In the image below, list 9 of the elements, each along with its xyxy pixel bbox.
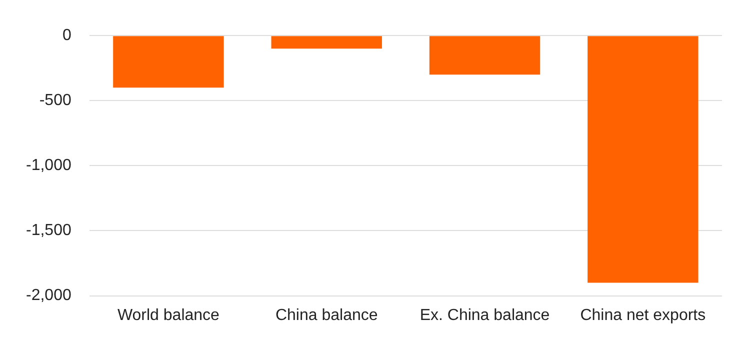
x-tick-label: China balance	[275, 306, 378, 324]
x-tick-label: Ex. China balance	[420, 306, 550, 324]
y-tick-label: -1,000	[26, 157, 72, 174]
y-tick-label: -500	[39, 92, 72, 110]
y-tick-label: 0	[62, 27, 72, 44]
y-tick-label: -2,000	[26, 287, 72, 304]
x-tick-label: World balance	[117, 306, 220, 324]
x-tick-label: China net exports	[580, 306, 706, 324]
y-tick-label: -1,500	[26, 222, 72, 240]
